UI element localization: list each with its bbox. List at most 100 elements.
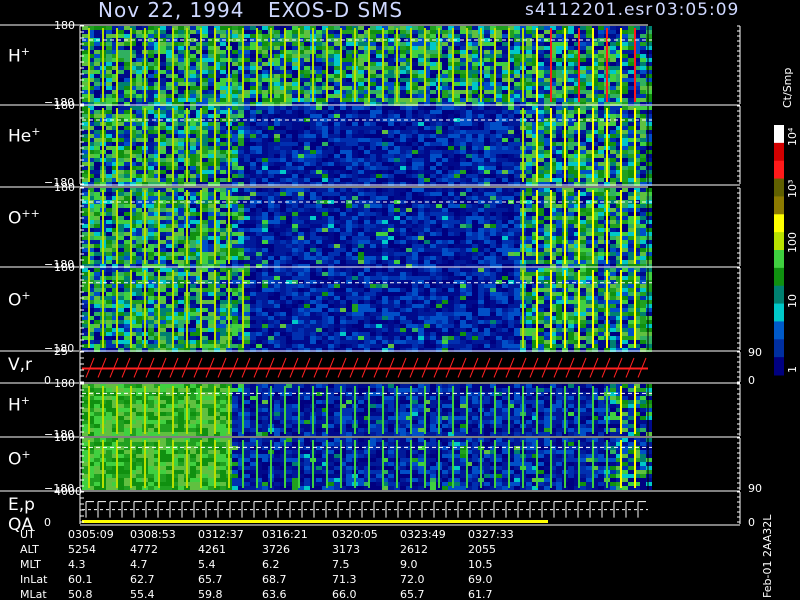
heat-cell <box>382 78 388 82</box>
heat-cell <box>364 204 370 208</box>
heat-cell <box>214 240 220 244</box>
heat-cell <box>490 154 496 158</box>
heat-cell <box>472 162 478 166</box>
heat-cell <box>400 130 406 134</box>
heat-cell <box>262 74 268 78</box>
heat-cell <box>154 130 160 134</box>
heat-cell <box>214 162 220 166</box>
heat-cell <box>208 248 214 252</box>
heat-cell <box>280 134 286 138</box>
heat-cell <box>406 66 412 70</box>
heat-cell <box>568 42 574 46</box>
heat-cell <box>580 126 586 130</box>
heat-cell <box>370 212 376 216</box>
heat-cell <box>148 208 154 212</box>
heat-cell <box>154 70 160 74</box>
heat-cell <box>136 102 142 106</box>
heat-cell <box>154 134 160 138</box>
heat-cell <box>430 138 436 142</box>
heat-cell <box>454 46 460 50</box>
heat-cell <box>400 150 406 154</box>
heat-cell <box>280 196 286 200</box>
heat-cell <box>550 30 556 34</box>
heat-cell <box>346 78 352 82</box>
heat-cell <box>334 102 340 106</box>
heat-cell <box>316 110 322 114</box>
heat-cell <box>94 106 100 110</box>
heat-cell <box>316 216 322 220</box>
heat-cell <box>310 236 316 240</box>
heat-cell <box>502 134 508 138</box>
heat-cell <box>496 178 502 182</box>
heat-cell <box>304 74 310 78</box>
heat-cell <box>412 54 418 58</box>
heat-cell <box>250 252 256 256</box>
heat-cell <box>400 166 406 170</box>
heat-cell <box>160 204 166 208</box>
heat-cell <box>214 228 220 232</box>
heat-stripe <box>606 108 608 182</box>
heat-cell <box>334 256 340 260</box>
heat-cell <box>394 158 400 162</box>
heat-cell <box>412 50 418 54</box>
heat-cell <box>274 162 280 166</box>
heat-cell <box>286 236 292 240</box>
heat-cell <box>280 138 286 142</box>
heat-cell <box>340 260 346 264</box>
heat-cell <box>238 216 244 220</box>
heat-cell <box>376 66 382 70</box>
heat-cell <box>88 236 94 240</box>
heat-cell <box>628 146 634 150</box>
heat-cell <box>190 70 196 74</box>
heat-cell <box>292 150 298 154</box>
heat-cell <box>508 34 514 38</box>
heat-cell <box>286 178 292 182</box>
heat-cell <box>430 30 436 34</box>
heat-cell <box>502 50 508 54</box>
heat-cell <box>328 154 334 158</box>
heat-cell <box>526 82 532 86</box>
heat-cell <box>280 256 286 260</box>
heat-cell <box>304 110 310 114</box>
heat-cell <box>502 182 508 186</box>
heat-cell <box>556 142 562 146</box>
heat-cell <box>154 182 160 186</box>
heat-cell <box>310 142 316 146</box>
heat-cell <box>88 130 94 134</box>
heat-cell <box>172 98 178 102</box>
heat-cell <box>352 122 358 126</box>
heat-cell <box>550 138 556 142</box>
heat-cell <box>364 102 370 106</box>
heat-cell <box>472 114 478 118</box>
heat-cell <box>538 178 544 182</box>
heat-cell <box>202 46 208 50</box>
heat-cell <box>352 220 358 224</box>
heat-cell <box>166 192 172 196</box>
heat-cell <box>424 58 430 62</box>
heat-cell <box>244 74 250 78</box>
heat-cell <box>472 146 478 150</box>
heat-cell <box>364 158 370 162</box>
heat-cell <box>382 66 388 70</box>
heat-cell <box>292 208 298 212</box>
heat-cell <box>526 142 532 146</box>
heat-cell <box>322 170 328 174</box>
heat-cell <box>316 236 322 240</box>
heat-cell <box>334 82 340 86</box>
heat-cell <box>292 248 298 252</box>
heat-cell <box>376 82 382 86</box>
heat-cell <box>454 30 460 34</box>
heat-cell <box>406 166 412 170</box>
heat-cell <box>544 46 550 50</box>
heat-cell <box>466 78 472 82</box>
heat-cell <box>250 142 256 146</box>
heat-cell <box>118 256 124 260</box>
heat-cell <box>118 248 124 252</box>
heat-cell <box>346 196 352 200</box>
heat-cell <box>406 38 412 42</box>
heat-cell <box>616 102 622 106</box>
heat-cell <box>328 252 334 256</box>
heat-cell <box>370 166 376 170</box>
heat-cell <box>88 232 94 236</box>
heat-stripe <box>452 28 454 102</box>
